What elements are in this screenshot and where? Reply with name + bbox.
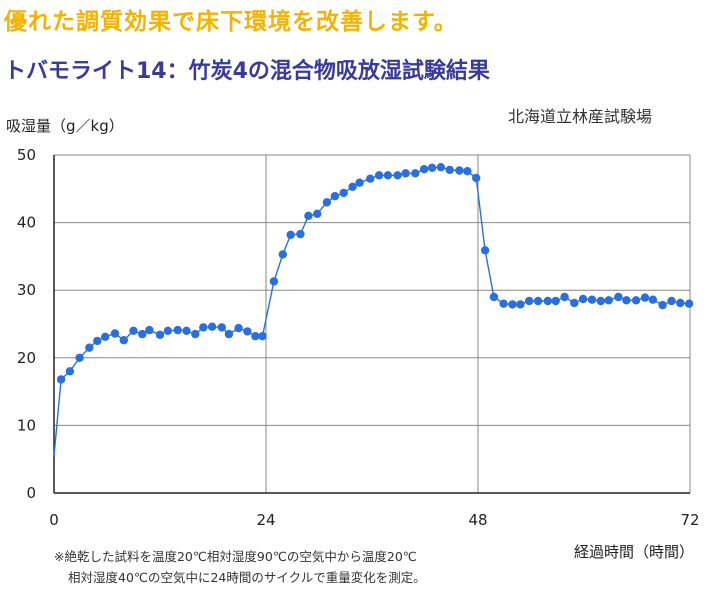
footnote-line-1: ※絶乾した試料を温度20℃相対湿度90℃の空気中から温度20℃ (54, 549, 417, 564)
data-point-39 (393, 171, 402, 180)
headline: 優れた調質効果で床下環境を改善します。 (4, 9, 458, 35)
y-tick-label-20: 20 (17, 349, 36, 367)
data-point-19 (217, 323, 226, 332)
data-point-37 (374, 171, 384, 180)
data-point-35 (355, 178, 364, 187)
data-point-61 (587, 295, 597, 304)
data-point-29 (304, 211, 313, 220)
footnote: ※絶乾した試料を温度20℃相対湿度90℃の空気中から温度20℃ 相対湿度40℃の… (54, 546, 426, 588)
data-point-8 (119, 336, 128, 345)
x-axis-label: 経過時間（時間） (574, 543, 695, 561)
y-axis-label: 吸湿量（g／kg） (6, 117, 124, 135)
data-point-9 (129, 326, 138, 335)
y-tick-label-0: 0 (26, 484, 36, 502)
data-point-14 (173, 325, 182, 335)
data-point-52 (508, 300, 517, 309)
x-tick-label-48: 48 (468, 511, 487, 529)
data-point-60 (578, 294, 588, 304)
data-point-15 (182, 326, 191, 335)
y-tick-label-50: 50 (17, 146, 36, 164)
data-point-17 (199, 323, 208, 332)
data-point-55 (533, 296, 543, 306)
data-point-26 (278, 250, 287, 259)
data-point-27 (286, 230, 295, 239)
axis-layer (53, 155, 690, 494)
data-point-46 (455, 166, 464, 175)
data-point-18 (207, 322, 217, 331)
data-point-11 (145, 325, 154, 335)
data-point-64 (614, 292, 623, 302)
data-point-57 (551, 296, 560, 306)
y-tick-label-30: 30 (17, 281, 36, 299)
grid-layer (54, 154, 691, 493)
data-point-41 (411, 169, 420, 178)
data-point-16 (191, 329, 200, 339)
data-point-21 (234, 323, 243, 333)
data-point-13 (163, 326, 173, 335)
data-point-38 (383, 171, 393, 180)
data-point-50 (489, 292, 499, 302)
data-point-45 (445, 165, 454, 175)
y-tick-label-40: 40 (17, 214, 36, 232)
footnote-line-2: 相対湿度40℃の空気中に24時間のサイクルで重量変化を測定。 (68, 570, 426, 585)
data-point-33 (339, 188, 348, 198)
data-point-23 (251, 332, 260, 341)
data-point-71 (676, 298, 685, 308)
data-point-54 (525, 296, 534, 306)
data-point-31 (322, 198, 332, 207)
data-point-56 (543, 296, 552, 306)
data-point-22 (243, 327, 252, 336)
data-point-5 (93, 336, 102, 346)
data-point-3 (75, 353, 84, 362)
data-point-4 (85, 343, 94, 352)
data-point-59 (570, 298, 579, 308)
data-point-10 (138, 329, 147, 339)
data-point-67 (640, 293, 650, 302)
data-point-62 (596, 296, 605, 306)
chart-title: トバモライト14：竹炭4の混合物吸放湿試験結果 (4, 59, 490, 84)
x-tick-label-0: 0 (49, 511, 59, 529)
data-point-44 (436, 163, 446, 172)
data-point-36 (366, 174, 375, 183)
data-point-42 (419, 165, 429, 174)
data-point-24 (258, 332, 267, 341)
data-point-47 (463, 167, 472, 176)
data-point-30 (313, 209, 322, 218)
data-point-69 (658, 300, 667, 310)
data-point-48 (472, 173, 481, 183)
data-point-65 (622, 296, 631, 305)
data-point-7 (110, 329, 120, 338)
x-tick-label-72: 72 (680, 511, 699, 529)
data-point-58 (560, 292, 569, 302)
data-point-2 (65, 367, 75, 376)
data-point-32 (330, 192, 340, 201)
y-tick-label-10: 10 (17, 416, 36, 434)
data-point-51 (499, 299, 508, 308)
data-point-6 (101, 332, 110, 341)
source-label: 北海道立林産試験場 (508, 107, 653, 126)
data-point-53 (516, 300, 525, 309)
data-point-63 (604, 296, 613, 305)
data-point-49 (480, 246, 490, 255)
data-point-43 (427, 163, 437, 172)
data-point-70 (667, 296, 676, 306)
data-point-40 (401, 169, 410, 178)
data-point-34 (348, 182, 357, 191)
series-layer (53, 163, 694, 456)
data-point-28 (296, 229, 305, 239)
data-point-66 (631, 296, 641, 305)
data-point-25 (269, 277, 279, 286)
data-point-1 (56, 375, 66, 384)
data-point-72 (684, 299, 694, 308)
data-point-12 (155, 330, 165, 339)
x-tick-label-24: 24 (256, 511, 275, 529)
data-point-68 (648, 295, 658, 304)
data-point-20 (224, 329, 234, 339)
series-line-0 (53, 166, 690, 456)
tick-labels: 0 10 20 30 40 50 0 24 48 72 (17, 146, 700, 529)
